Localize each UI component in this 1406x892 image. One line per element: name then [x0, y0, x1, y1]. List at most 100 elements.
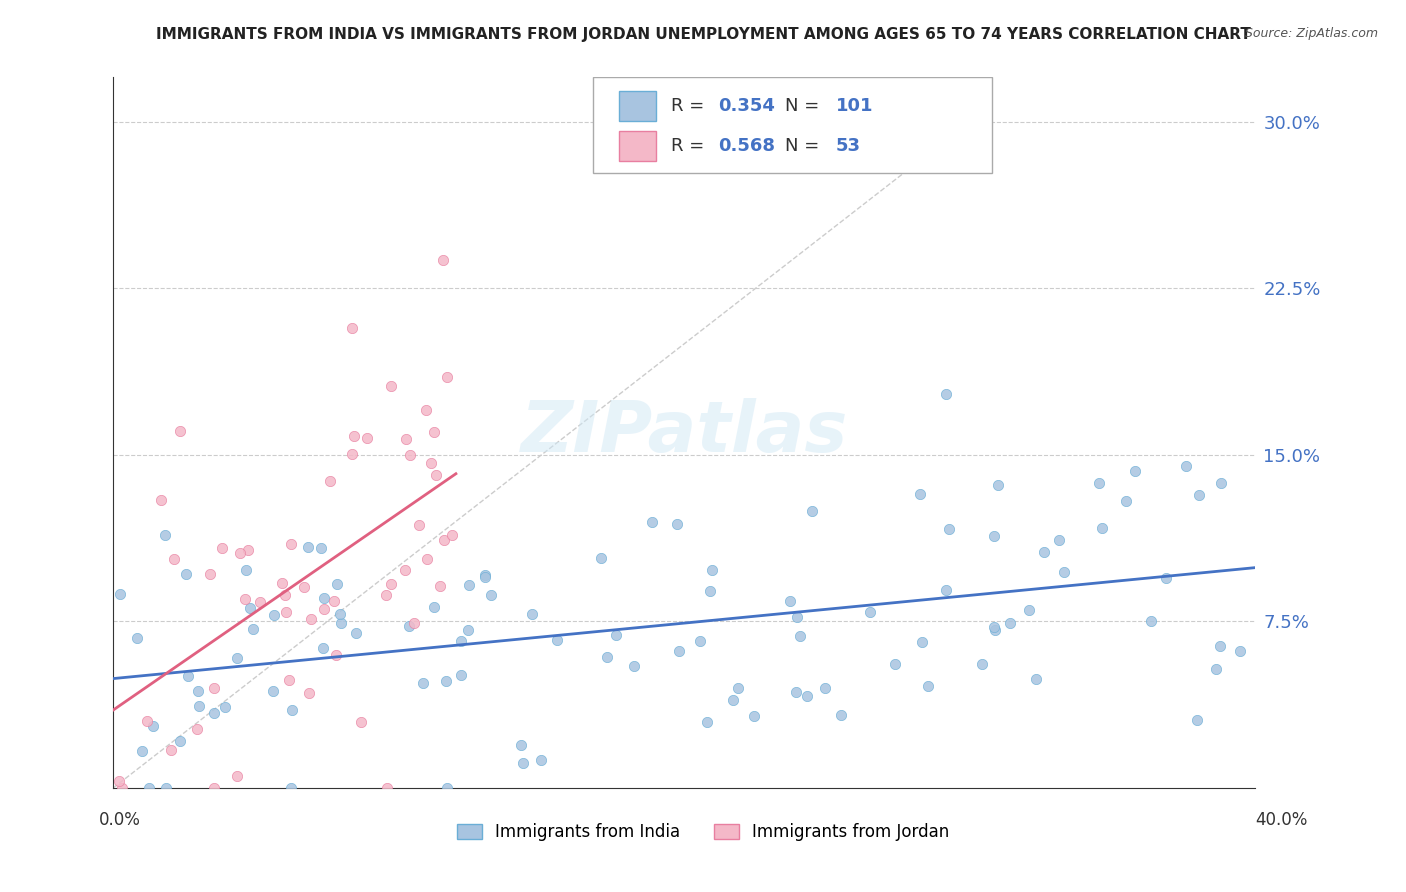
Point [399, 448, 422, 462]
FancyBboxPatch shape [619, 91, 655, 121]
Point [187, 698, 209, 713]
Point [204, 706, 226, 721]
Point [935, 386, 957, 401]
Point [420, 456, 443, 470]
Point [689, 634, 711, 648]
Point [280, 537, 302, 551]
Point [1018, 603, 1040, 617]
Point [1154, 571, 1177, 585]
Point [450, 668, 472, 682]
Point [111, 780, 134, 795]
Point [1174, 458, 1197, 473]
Point [380, 379, 402, 393]
Point [356, 431, 378, 445]
Point [235, 564, 257, 578]
Text: N =: N = [785, 97, 825, 115]
Point [280, 702, 302, 716]
Point [160, 742, 183, 756]
Point [380, 577, 402, 591]
Point [917, 679, 939, 693]
Point [436, 370, 458, 384]
Point [329, 607, 352, 622]
Point [229, 546, 252, 560]
Point [344, 626, 367, 640]
Point [457, 623, 479, 637]
Point [605, 628, 627, 642]
Point [479, 588, 502, 602]
Point [323, 594, 346, 608]
Point [433, 533, 456, 548]
Point [474, 570, 496, 584]
Point [163, 551, 186, 566]
Point [394, 432, 416, 446]
Point [131, 744, 153, 758]
Point [153, 528, 176, 542]
Point [1025, 672, 1047, 686]
Point [107, 774, 129, 789]
Point [292, 580, 315, 594]
Point [398, 619, 420, 633]
Point [176, 669, 198, 683]
Point [436, 780, 458, 795]
Point [425, 467, 447, 482]
Point [236, 542, 259, 557]
Point [312, 601, 335, 615]
Point [1087, 475, 1109, 490]
Point [702, 563, 724, 577]
Point [225, 651, 247, 665]
Point [263, 608, 285, 623]
Point [1140, 614, 1163, 628]
Point [1209, 639, 1232, 653]
Text: IMMIGRANTS FROM INDIA VS IMMIGRANTS FROM JORDAN UNEMPLOYMENT AMONG AGES 65 TO 74: IMMIGRANTS FROM INDIA VS IMMIGRANTS FROM… [156, 27, 1250, 42]
Point [249, 595, 271, 609]
Point [412, 676, 434, 690]
Point [938, 522, 960, 536]
Text: R =: R = [671, 97, 710, 115]
Point [298, 685, 321, 699]
Point [325, 648, 347, 663]
Point [169, 424, 191, 438]
Text: ZIPatlas: ZIPatlas [520, 398, 848, 467]
Point [441, 528, 464, 542]
Point [814, 681, 837, 695]
Point [911, 635, 934, 649]
Point [830, 708, 852, 723]
Point [262, 684, 284, 698]
Point [786, 609, 808, 624]
Text: 0.0%: 0.0% [98, 811, 141, 829]
Point [309, 541, 332, 556]
Point [432, 253, 454, 268]
Point [458, 578, 481, 592]
Point [998, 615, 1021, 630]
Point [402, 616, 425, 631]
Point [187, 684, 209, 698]
Point [214, 700, 236, 714]
Point [987, 478, 1010, 492]
Point [859, 605, 882, 619]
Point [374, 588, 396, 602]
Point [1123, 465, 1146, 479]
Point [721, 693, 744, 707]
Point [595, 650, 617, 665]
Point [186, 723, 208, 737]
Text: 0.568: 0.568 [718, 137, 776, 155]
Point [623, 659, 645, 673]
Point [800, 504, 823, 518]
Point [408, 517, 430, 532]
Point [1209, 475, 1232, 490]
Point [242, 622, 264, 636]
Point [343, 429, 366, 443]
Point [416, 552, 439, 566]
Point [277, 673, 299, 687]
Point [970, 657, 993, 671]
Point [910, 486, 932, 500]
FancyBboxPatch shape [593, 78, 993, 173]
Point [350, 715, 373, 730]
FancyBboxPatch shape [619, 131, 655, 161]
Point [271, 575, 294, 590]
Text: 40.0%: 40.0% [1256, 811, 1308, 829]
Point [211, 541, 233, 556]
Point [742, 709, 765, 723]
Point [155, 780, 177, 795]
Point [1185, 714, 1208, 728]
